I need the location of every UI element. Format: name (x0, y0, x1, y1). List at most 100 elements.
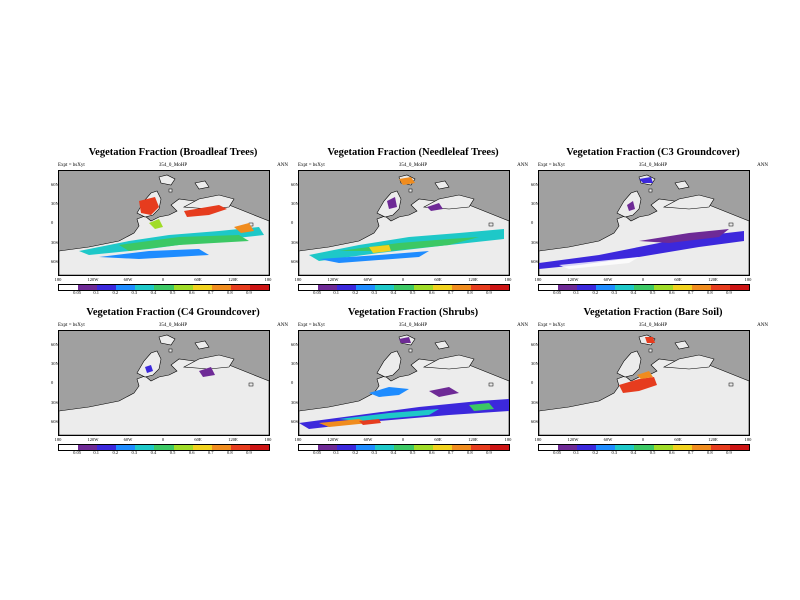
colorbar-tick: 0.6 (428, 290, 435, 295)
colorbar-swatch (192, 445, 212, 450)
case-label: 354_0_MoHP (398, 323, 428, 328)
panel-bare-soil: Vegetation Fraction (Bare Soil) Expt = b… (531, 307, 768, 457)
colorbar-tick: 0.3 (131, 290, 138, 295)
colorbar-swatch (249, 285, 270, 290)
colorbar-tick: 0.7 (687, 450, 694, 455)
colorbar-swatch (432, 445, 452, 450)
x-tick: 120E (228, 277, 238, 282)
colorbar-swatch (413, 445, 433, 450)
x-tick: 0 (401, 437, 405, 442)
colorbar-tick: 0.3 (371, 450, 378, 455)
y-tick: 60S (531, 259, 539, 264)
map-c4-groundcover (58, 330, 270, 436)
x-tick: 120E (468, 277, 478, 282)
season-label: ANN (517, 323, 528, 328)
season-label: ANN (757, 323, 768, 328)
colorbar-swatch (470, 285, 490, 290)
x-tick: 120E (228, 437, 238, 442)
colorbar-swatch (691, 445, 711, 450)
colorbar-tick: 0.1 (333, 290, 339, 295)
expt-label: Expt = bsXyt (298, 323, 325, 328)
colorbar-swatch (154, 285, 174, 290)
colorbar-tick: 0.8 (467, 290, 473, 295)
colorbar-swatch (299, 285, 319, 290)
colorbar-tick: 0.8 (707, 450, 713, 455)
panel-c3-groundcover: Vegetation Fraction (C3 Groundcover) Exp… (531, 147, 768, 297)
x-tick: 180 (264, 437, 272, 442)
colorbar-swatch (729, 285, 750, 290)
colorbar-swatch (375, 285, 395, 290)
case-label: 354_0_MoHP (158, 323, 188, 328)
colorbar-tick: 0.7 (687, 290, 694, 295)
colorbar-tick: 0.6 (188, 450, 195, 455)
x-tick: 120W (567, 437, 579, 442)
colorbar-tick: 0.1 (573, 290, 579, 295)
panel-title: Vegetation Fraction (Bare Soil) (583, 307, 723, 318)
x-tick: 120E (708, 437, 718, 442)
colorbar-tick: 0.5 (169, 450, 176, 455)
colorbar-swatch (615, 285, 635, 290)
colorbar-swatch (710, 285, 730, 290)
y-tick: 30S (51, 400, 59, 405)
colorbar-tick: 0.6 (428, 450, 435, 455)
season-label: ANN (277, 323, 288, 328)
x-tick: 60E (434, 437, 442, 442)
expt-label: Expt = bsXyt (538, 163, 565, 168)
x-tick: 120E (708, 277, 718, 282)
x-tick: 180 (54, 277, 62, 282)
map-broadleaf-trees (58, 170, 270, 276)
colorbar-swatch (211, 285, 231, 290)
colorbar-swatch (356, 285, 376, 290)
colorbar-tick: 0.9 (246, 290, 252, 295)
colorbar-tick: 0.9 (246, 450, 252, 455)
colorbar-swatch (59, 285, 79, 290)
colorbar-swatch (672, 285, 692, 290)
panel-title: Vegetation Fraction (Broadleaf Trees) (88, 147, 258, 158)
case-label: 354_0_MoHP (158, 163, 188, 168)
season-label: ANN (277, 163, 288, 168)
colorbar-swatch (249, 445, 270, 450)
colorbar-tick: 0.5 (169, 290, 176, 295)
y-tick: 30S (291, 240, 299, 245)
map-shrubs (298, 330, 510, 436)
y-tick: 60S (291, 419, 299, 424)
colorbar-tick: 0.3 (611, 450, 618, 455)
colorbar-swatch (97, 285, 117, 290)
colorbar-tick: 0.5 (649, 290, 656, 295)
x-tick: 120W (567, 277, 579, 282)
x-tick: 180 (744, 437, 752, 442)
y-tick: 30N (531, 361, 539, 366)
colorbar (58, 284, 270, 291)
x-tick: 180 (294, 437, 302, 442)
x-tick: 120W (327, 437, 339, 442)
colorbar-tick: 0.05 (73, 290, 82, 295)
x-tick: 120W (87, 277, 99, 282)
colorbar-tick: 0.3 (371, 290, 378, 295)
x-tick: 120W (327, 277, 339, 282)
x-tick: 120E (468, 437, 478, 442)
x-tick: 180 (744, 277, 752, 282)
colorbar-swatch (451, 445, 471, 450)
expt-label: Expt = bsXyt (58, 323, 85, 328)
y-tick: 60N (531, 182, 539, 187)
colorbar-tick: 0.3 (611, 290, 618, 295)
expt-label: Expt = bsXyt (298, 163, 325, 168)
colorbar-tick: 0.7 (447, 290, 454, 295)
colorbar (538, 444, 750, 451)
colorbar-tick: 0.2 (352, 450, 359, 455)
x-tick: 180 (54, 437, 62, 442)
colorbar-swatch (211, 445, 231, 450)
y-tick: 30N (291, 201, 299, 206)
colorbar-swatch (318, 285, 338, 290)
x-tick: 60W (123, 437, 133, 442)
colorbar-swatch (470, 445, 490, 450)
y-tick: 60N (51, 182, 59, 187)
y-tick: 60N (51, 342, 59, 347)
colorbar-tick: 0.4 (150, 450, 157, 455)
y-tick: 30N (531, 201, 539, 206)
map-needleleaf-trees (298, 170, 510, 276)
colorbar-swatch (116, 445, 136, 450)
y-tick: 0 (291, 380, 294, 385)
colorbar-swatch (154, 445, 174, 450)
colorbar-tick: 0.6 (668, 290, 675, 295)
